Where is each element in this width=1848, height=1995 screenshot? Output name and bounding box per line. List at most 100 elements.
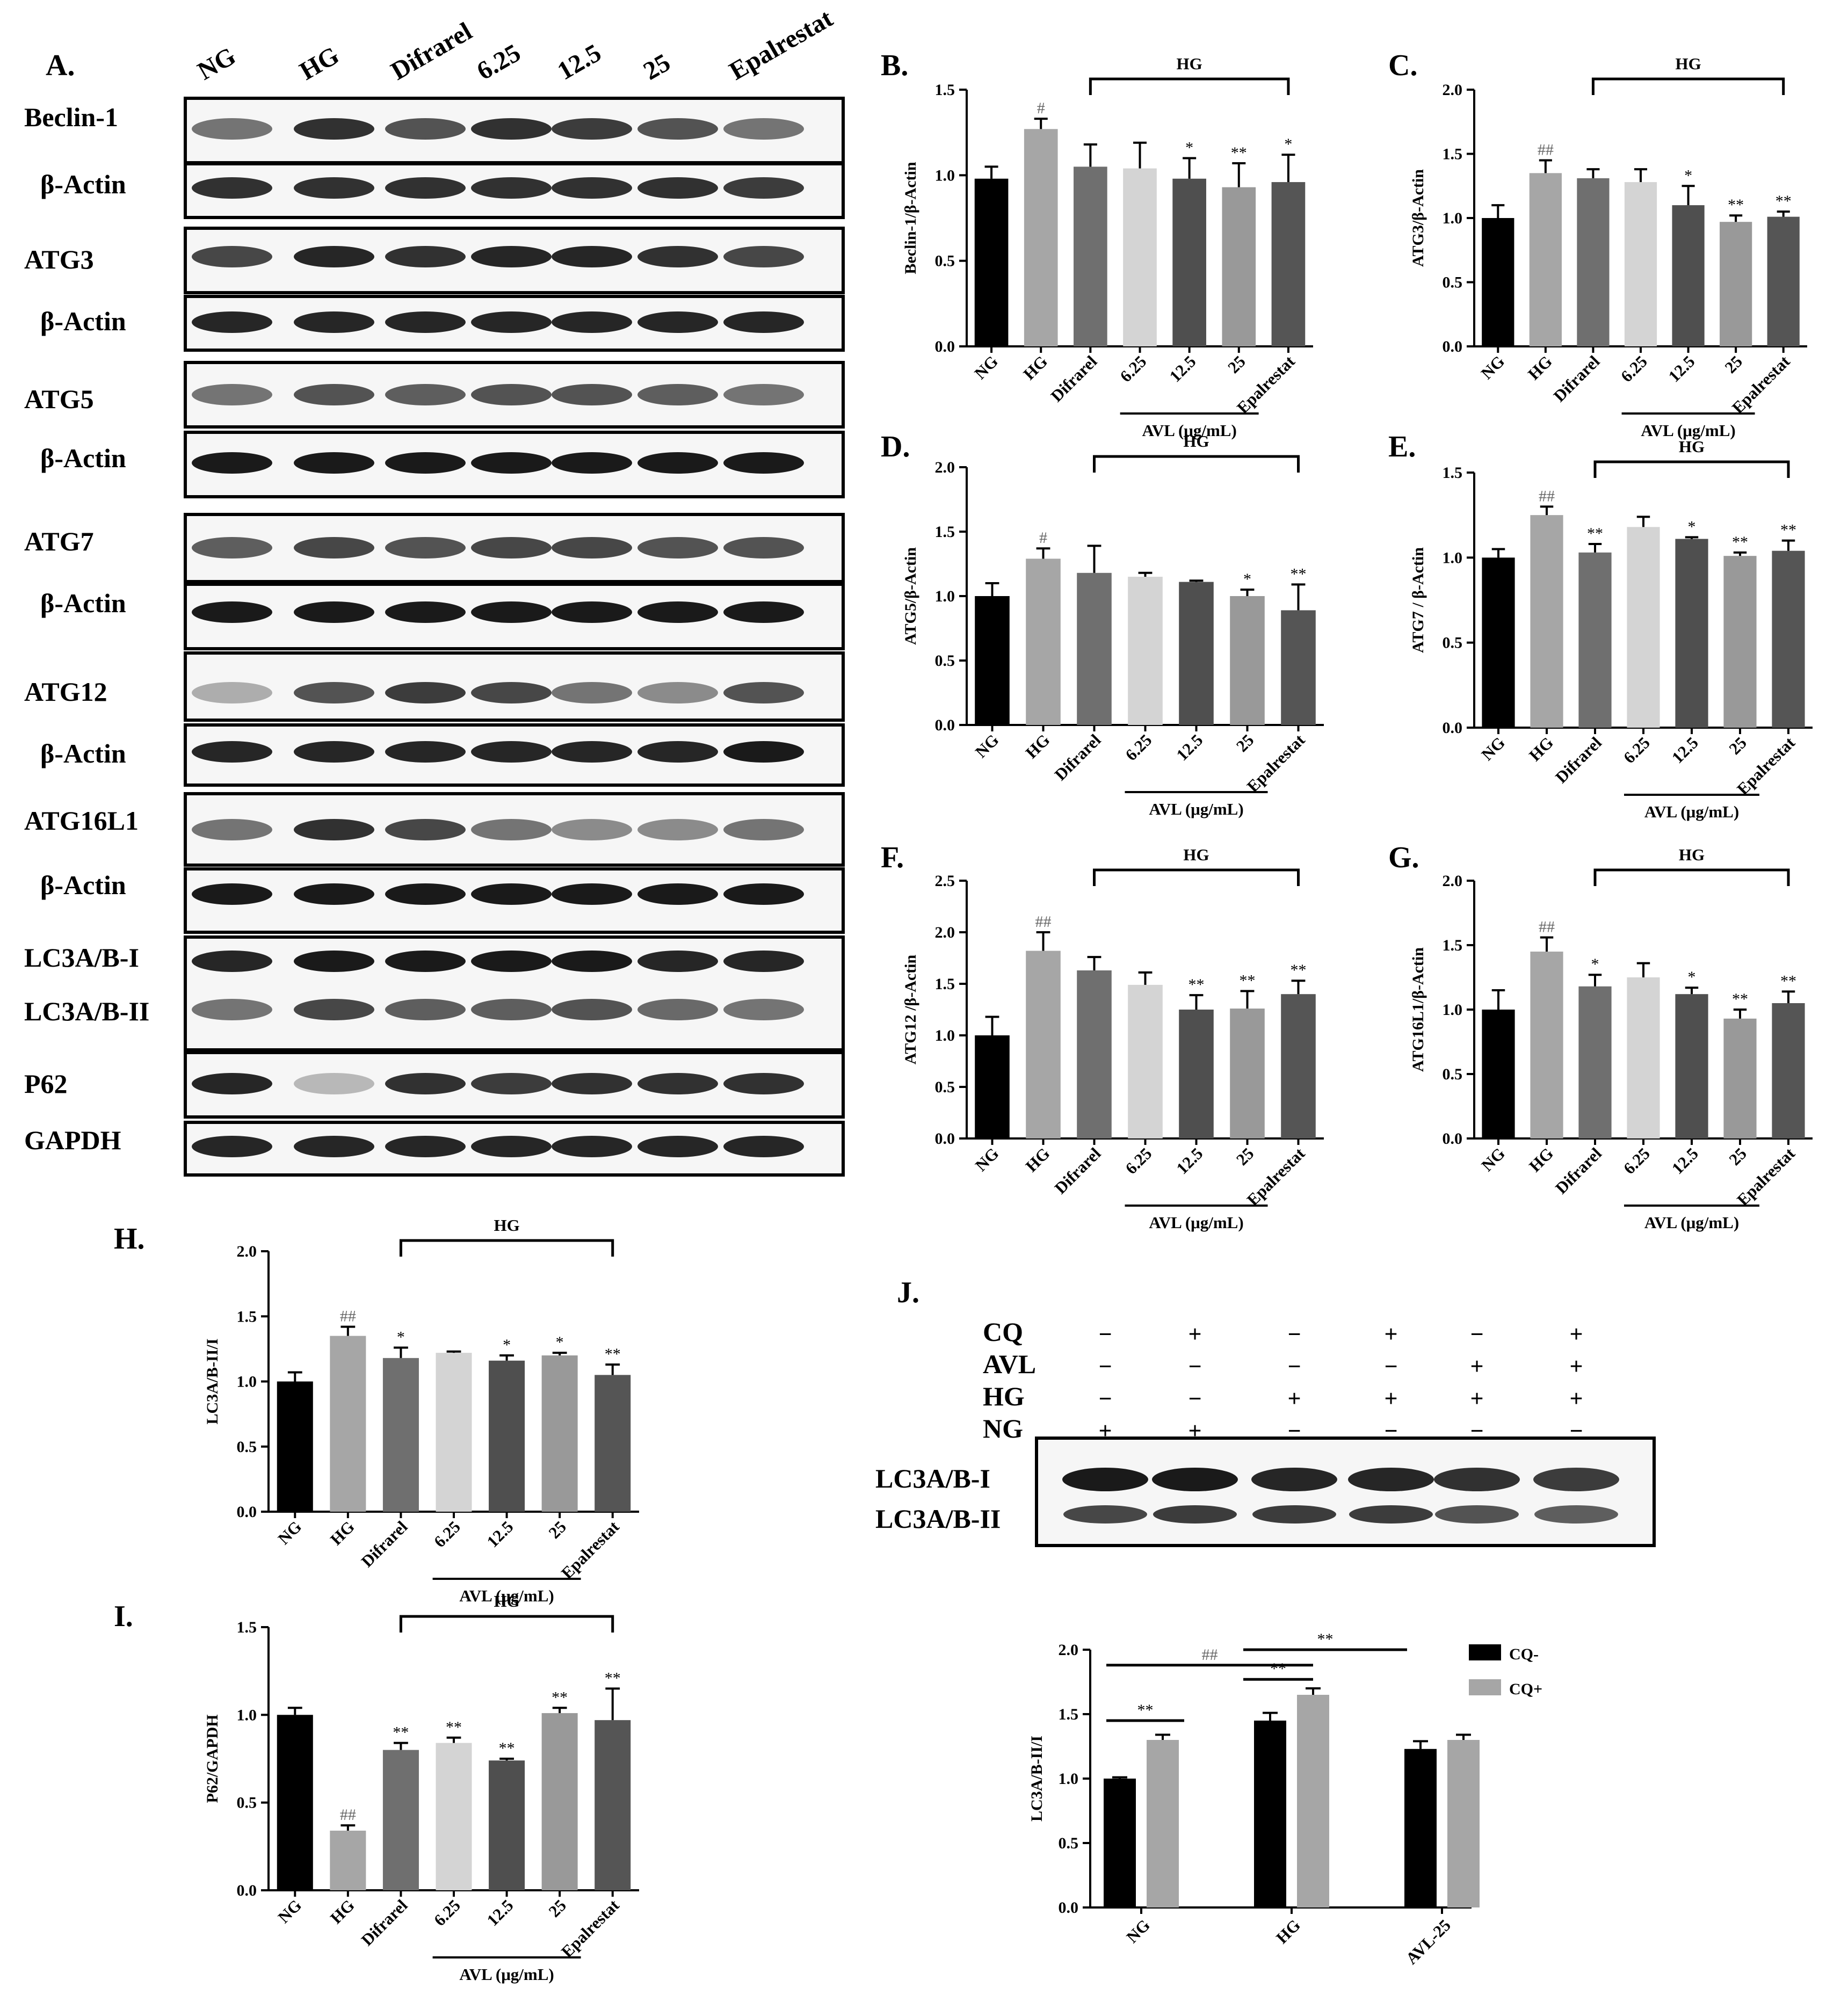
avl-label: AVL (μg/mL): [1641, 421, 1735, 440]
western-blot-j: CQ − + − + − +AVL − − − − + +HG − − + + + +NG + + − − − −LC3A/B-…: [875, 1317, 1656, 1547]
bar: [1482, 557, 1515, 728]
x-tick-label: HG: [327, 1517, 358, 1549]
significance-label: **: [1728, 196, 1744, 214]
blot-band: [192, 177, 272, 199]
y-axis-label: ATG3/β-Actin: [1409, 169, 1427, 267]
blot-row-label: ATG5: [24, 384, 94, 414]
blot-band: [471, 246, 552, 267]
significance-label: *: [1688, 968, 1696, 986]
significance-label: **: [1231, 144, 1247, 162]
y-axis-label: LC3A/B-II/I: [204, 1338, 221, 1424]
bar: [1578, 986, 1612, 1138]
avl-label: AVL (μg/mL): [1149, 1213, 1243, 1232]
y-axis-label: ATG12 /β-Actin: [902, 954, 919, 1064]
x-tick-label: AVL-25: [1402, 1916, 1454, 1968]
avl-label: AVL (μg/mL): [1644, 1213, 1739, 1232]
blot-band: [1063, 1505, 1147, 1524]
blot-band: [471, 999, 552, 1020]
blot-band: [192, 999, 272, 1020]
blot-band: [192, 1136, 272, 1157]
y-tick-label: 1.5: [1443, 464, 1463, 482]
chart-b: 0.00.51.01.5Beclin-1/β-ActinNG#HGDifrare…: [902, 54, 1313, 440]
hg-bracket: [1593, 868, 1790, 886]
blot-band: [1252, 1505, 1336, 1524]
y-tick-label: 0.5: [935, 252, 955, 270]
bar: [436, 1353, 472, 1512]
panel-label-g: G.: [1388, 841, 1419, 874]
bar: [974, 178, 1009, 346]
x-tick-label: Difrarel: [1051, 1144, 1105, 1198]
y-tick-label: 2.5: [935, 872, 955, 890]
x-tick-label: 12.5: [483, 1896, 517, 1929]
bar: [541, 1713, 578, 1890]
bar: [1404, 1749, 1437, 1907]
blot-band: [552, 999, 632, 1020]
hg-bracket: [1093, 455, 1300, 473]
significance-label: **: [1317, 1630, 1334, 1648]
blot-band: [552, 601, 632, 623]
blot-band: [192, 537, 272, 558]
blot-band: [637, 883, 718, 905]
hg-bracket: [1593, 460, 1790, 478]
x-tick-label: 6.25: [1116, 352, 1150, 386]
blot-lane-label: Difrarel: [386, 17, 477, 85]
bar: [1230, 596, 1265, 725]
treatment-row-label: CQ: [983, 1317, 1023, 1347]
blot-band: [385, 601, 466, 623]
panel-label-d: D.: [881, 430, 910, 463]
panel-label-e: E.: [1388, 430, 1416, 463]
blot-band: [471, 118, 552, 140]
significance-label: *: [1684, 166, 1692, 184]
blot-band: [637, 246, 718, 267]
y-tick-label: 1.0: [935, 1027, 955, 1044]
x-tick-label: HG: [1524, 352, 1556, 383]
bar: [1077, 970, 1112, 1138]
avl-label: AVL (μg/mL): [1149, 800, 1243, 818]
bar: [277, 1381, 313, 1512]
x-tick-label: HG: [1022, 1144, 1054, 1176]
blot-band: [552, 682, 632, 703]
significance-label: #: [1039, 529, 1047, 547]
blot-band: [192, 246, 272, 267]
panel-label-f: F.: [881, 841, 904, 874]
bar: [382, 1358, 419, 1512]
x-tick-label: NG: [1477, 1144, 1509, 1175]
panel-label-j: J.: [897, 1276, 919, 1309]
x-tick-label: Difrarel: [1047, 352, 1100, 405]
y-axis-label: P62/GAPDH: [204, 1715, 221, 1803]
bar: [1254, 1721, 1286, 1907]
y-tick-label: 0.0: [1443, 719, 1463, 737]
bar: [1172, 178, 1206, 346]
y-axis-label: Beclin-1/β-Actin: [902, 162, 919, 274]
significance-label: *: [1185, 139, 1193, 156]
significance-label: ##: [1538, 141, 1554, 158]
treatment-sign: +: [1470, 1385, 1483, 1412]
x-tick-label: 6.25: [1620, 1144, 1654, 1178]
x-tick-label: 12.5: [1165, 352, 1199, 386]
blot-band: [1062, 1468, 1148, 1491]
legend-swatch: [1469, 1679, 1501, 1695]
blot-row-label: GAPDH: [24, 1125, 121, 1155]
significance-label: **: [446, 1718, 462, 1736]
chart-g: 0.0 0.5 1.0 1.5 2.0 ATG16L1/β-Actin NG ## HG * Dif…: [1409, 845, 1813, 1232]
chart-c: 0.00.51.01.52.0ATG3/β-ActinNG##HGDifrare…: [1409, 54, 1807, 440]
blot-band: [723, 1073, 804, 1094]
y-tick-label: 1.0: [935, 166, 955, 184]
blot-band: [637, 311, 718, 333]
blot-band: [637, 682, 718, 703]
blot-band: [637, 999, 718, 1020]
blot-lane-label: 25: [639, 48, 675, 86]
blot-band: [192, 311, 272, 333]
treatment-sign: +: [1569, 1353, 1583, 1380]
hg-bracket-label: HG: [494, 1592, 519, 1610]
blot-band: [552, 384, 632, 405]
y-tick-label: 1.0: [935, 587, 955, 605]
blot-band: [385, 311, 466, 333]
significance-label: ##: [1035, 913, 1052, 931]
significance-label: **: [1775, 192, 1792, 210]
blot-band: [637, 177, 718, 199]
bar: [1447, 1740, 1480, 1907]
significance-label: **: [1270, 1660, 1286, 1678]
hg-bracket-label: HG: [1183, 432, 1209, 451]
x-tick-label: HG: [1022, 730, 1054, 762]
